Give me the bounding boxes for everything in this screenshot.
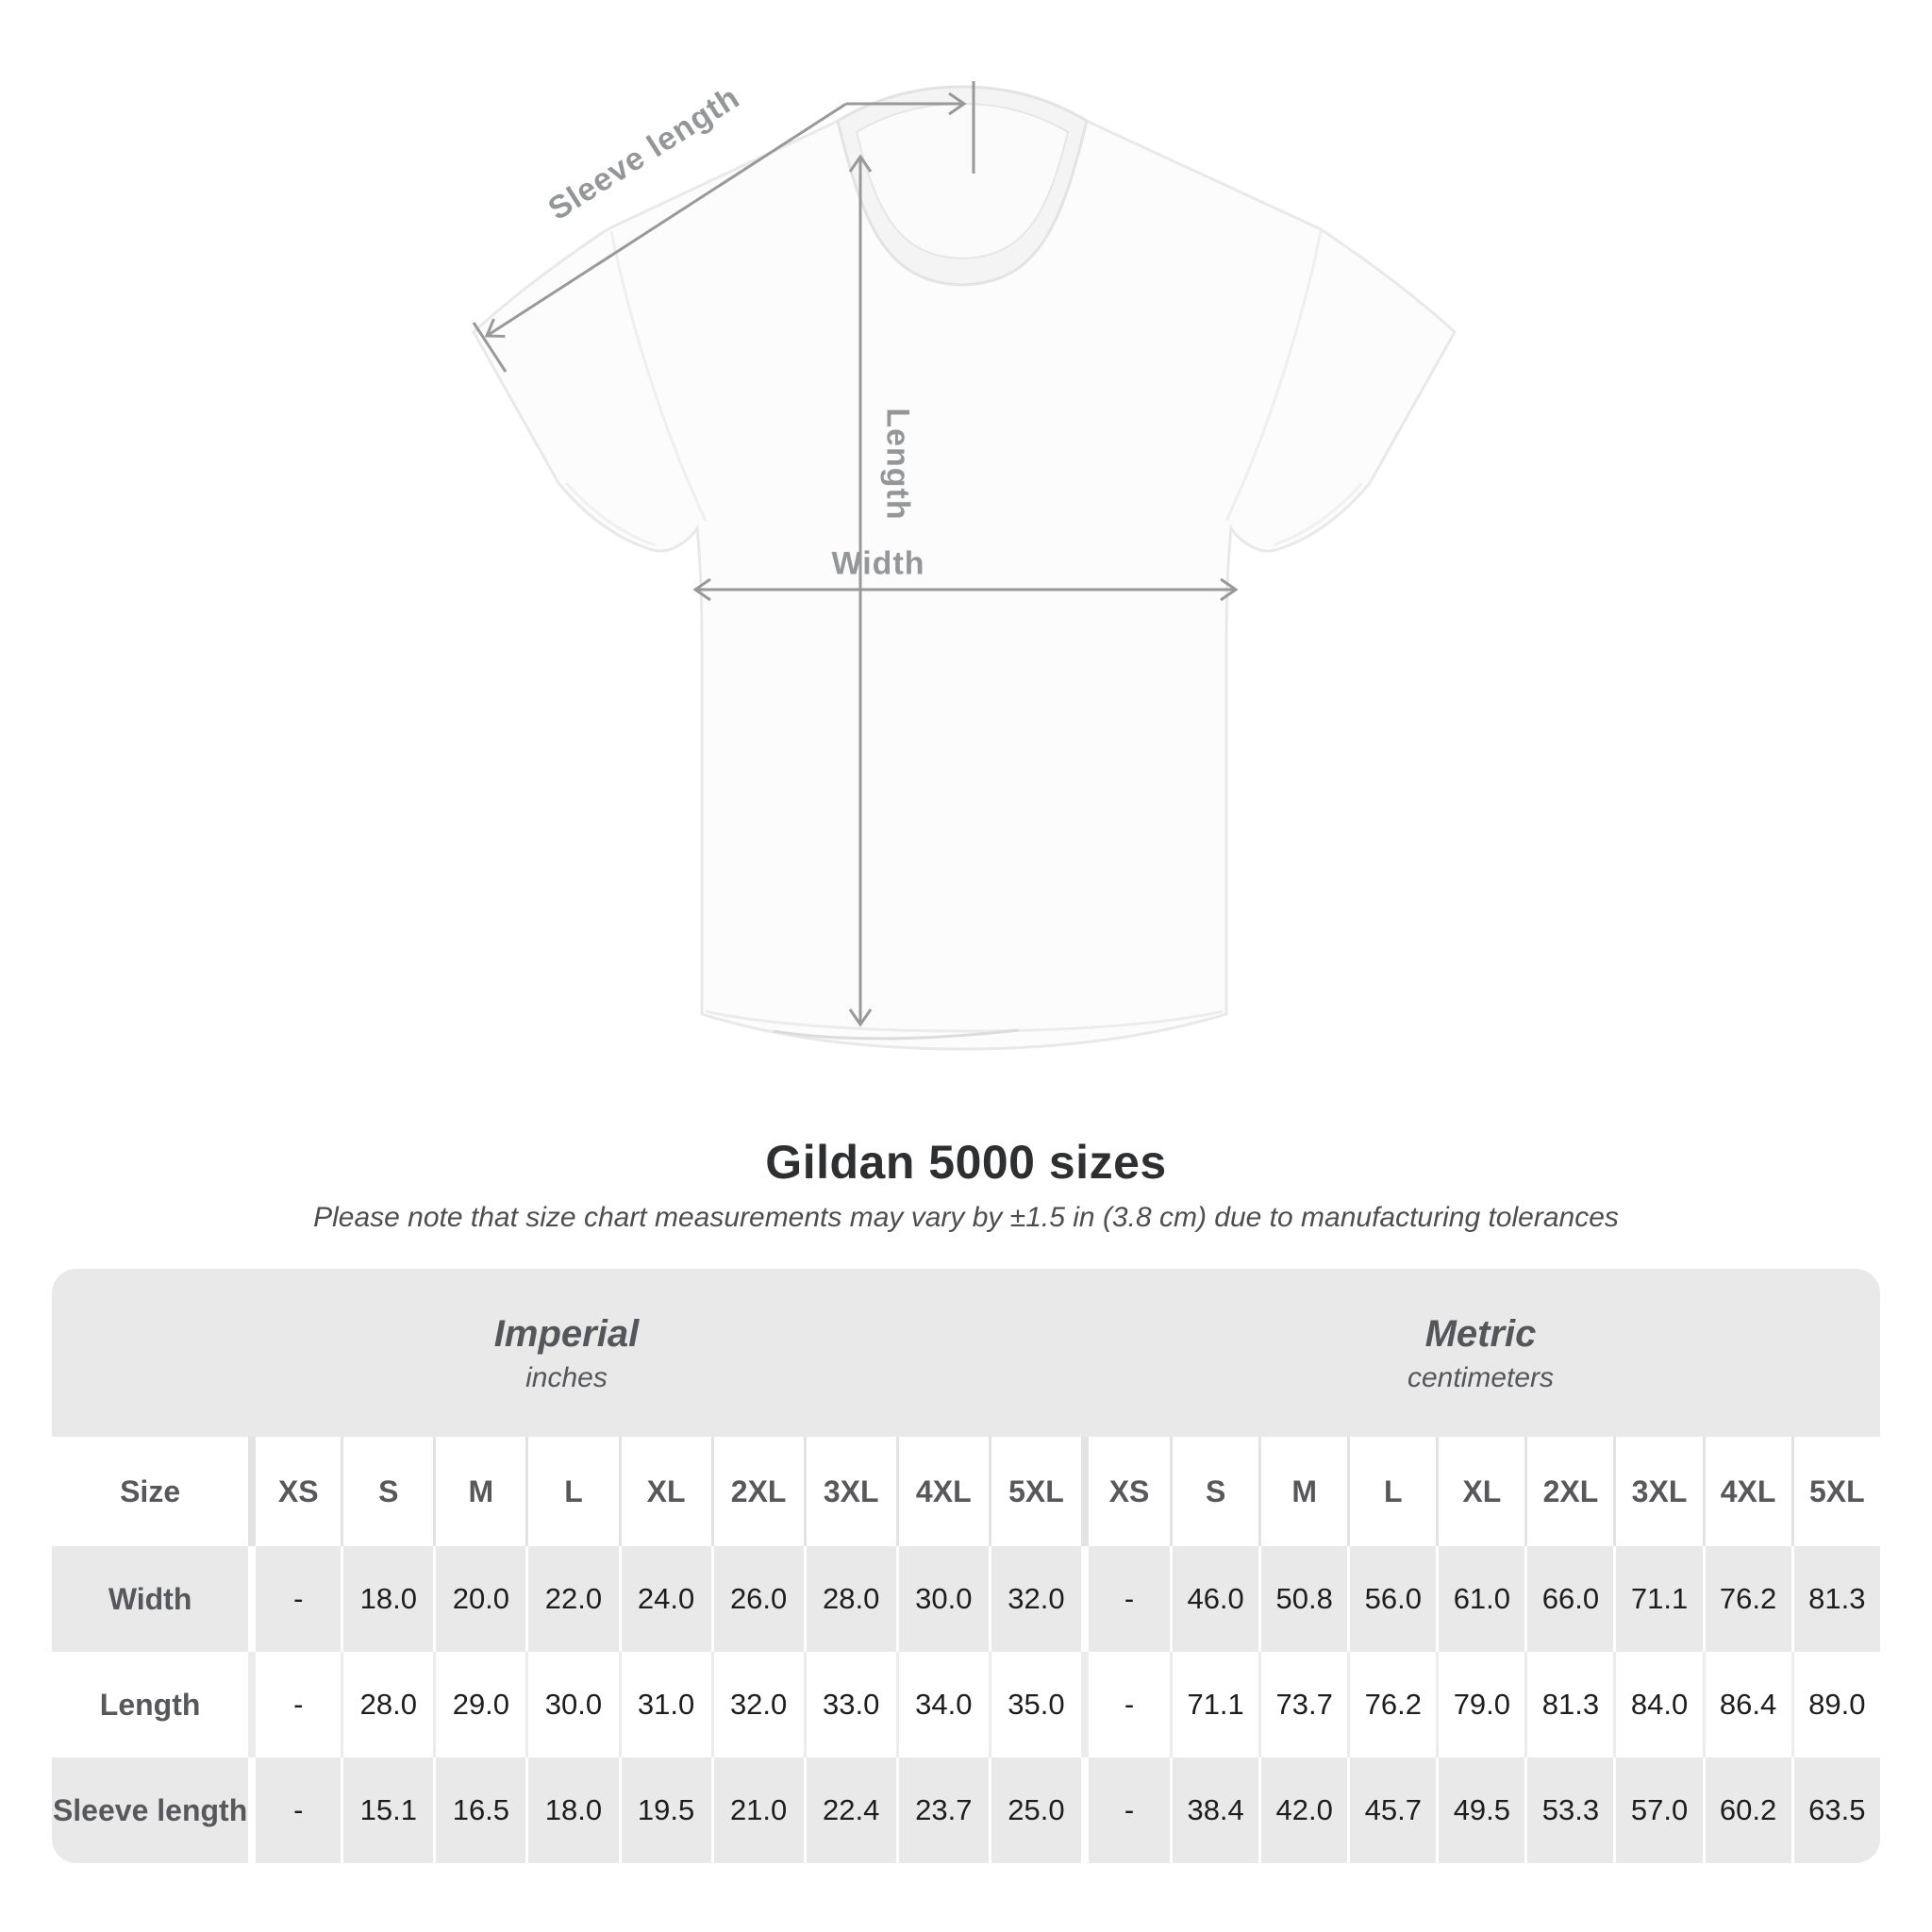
size-header: M xyxy=(1258,1437,1348,1546)
cell: 86.4 xyxy=(1702,1652,1791,1757)
imperial-sublabel: inches xyxy=(525,1362,608,1393)
cell: 49.5 xyxy=(1436,1757,1525,1863)
size-header: L xyxy=(1347,1437,1437,1546)
cell: 61.0 xyxy=(1436,1546,1525,1652)
cell: 81.3 xyxy=(1790,1546,1880,1652)
sleeve-end-tick xyxy=(472,322,508,373)
size-header: XS xyxy=(248,1437,341,1546)
cell: 30.0 xyxy=(525,1652,619,1757)
cell: 29.0 xyxy=(433,1652,526,1757)
cell: 84.0 xyxy=(1613,1652,1703,1757)
dimension-lines xyxy=(472,81,1239,1027)
cell: 32.0 xyxy=(710,1652,804,1757)
cell: 15.1 xyxy=(341,1757,434,1863)
size-column-header: Size xyxy=(52,1437,249,1546)
table-row-length: Length - 28.0 29.0 30.0 31.0 32.0 33.0 3… xyxy=(52,1652,1880,1757)
row-label: Length xyxy=(52,1652,249,1757)
cell: 31.0 xyxy=(618,1652,711,1757)
cell: 46.0 xyxy=(1170,1546,1259,1652)
cell: 79.0 xyxy=(1436,1652,1525,1757)
cell: 28.0 xyxy=(803,1546,896,1652)
cell: 53.3 xyxy=(1524,1757,1614,1863)
length-label: Length xyxy=(879,408,916,521)
cell: 76.2 xyxy=(1347,1652,1437,1757)
row-label: Sleeve length xyxy=(52,1757,249,1863)
cell: 60.2 xyxy=(1702,1757,1791,1863)
size-header: M xyxy=(433,1437,526,1546)
cell: - xyxy=(1081,1652,1171,1757)
cell: 18.0 xyxy=(341,1546,434,1652)
cell: 32.0 xyxy=(988,1546,1082,1652)
cell: - xyxy=(248,1546,341,1652)
cell: 89.0 xyxy=(1790,1652,1880,1757)
cell: 30.0 xyxy=(895,1546,989,1652)
size-header: 3XL xyxy=(803,1437,896,1546)
sleeve-length-arrow-diagonal xyxy=(484,102,847,339)
cell: - xyxy=(1081,1757,1171,1863)
size-header: XL xyxy=(618,1437,711,1546)
imperial-label: Imperial xyxy=(493,1313,640,1355)
cell: 66.0 xyxy=(1524,1546,1614,1652)
cell: 19.5 xyxy=(618,1757,711,1863)
cell: 35.0 xyxy=(988,1652,1082,1757)
size-header: S xyxy=(1170,1437,1259,1546)
width-label: Width xyxy=(831,545,925,582)
unit-band-row: Imperial inches Metric centimeters xyxy=(52,1269,1880,1437)
cell: 21.0 xyxy=(710,1757,804,1863)
cell: 18.0 xyxy=(525,1757,619,1863)
size-header: 5XL xyxy=(988,1437,1082,1546)
cell: 50.8 xyxy=(1258,1546,1348,1652)
cell: 34.0 xyxy=(895,1652,989,1757)
table-row-sleeve-length: Sleeve length - 15.1 16.5 18.0 19.5 21.0… xyxy=(52,1757,1880,1863)
row-label: Width xyxy=(52,1546,249,1652)
cell: 57.0 xyxy=(1613,1757,1703,1863)
cell: 33.0 xyxy=(803,1652,896,1757)
cell: 25.0 xyxy=(988,1757,1082,1863)
cell: - xyxy=(248,1652,341,1757)
size-header: 4XL xyxy=(895,1437,989,1546)
cell: 26.0 xyxy=(710,1546,804,1652)
cell: 42.0 xyxy=(1258,1757,1348,1863)
metric-band: Metric centimeters xyxy=(1081,1269,1880,1437)
size-header: XL xyxy=(1436,1437,1525,1546)
cell: - xyxy=(248,1757,341,1863)
size-header: S xyxy=(341,1437,434,1546)
cell: 71.1 xyxy=(1613,1546,1703,1652)
cell: - xyxy=(1081,1546,1171,1652)
tshirt-shape xyxy=(472,85,1457,1051)
metric-label: Metric xyxy=(1424,1313,1537,1355)
cell: 73.7 xyxy=(1258,1652,1348,1757)
size-header: 3XL xyxy=(1613,1437,1703,1546)
size-header: XS xyxy=(1081,1437,1171,1546)
cell: 23.7 xyxy=(895,1757,989,1863)
size-header: 2XL xyxy=(1524,1437,1614,1546)
metric-sublabel: centimeters xyxy=(1407,1362,1555,1393)
cell: 24.0 xyxy=(618,1546,711,1652)
tshirt-illustration xyxy=(472,81,1457,1051)
cell: 22.0 xyxy=(525,1546,619,1652)
table-row-width: Width - 18.0 20.0 22.0 24.0 26.0 28.0 30… xyxy=(52,1546,1880,1652)
cell: 81.3 xyxy=(1524,1652,1614,1757)
cell: 28.0 xyxy=(341,1652,434,1757)
size-header: 4XL xyxy=(1702,1437,1791,1546)
size-header-row: Size XS S M L XL 2XL 3XL 4XL 5XL XS S M … xyxy=(52,1437,1880,1546)
cell: 20.0 xyxy=(433,1546,526,1652)
size-header: 5XL xyxy=(1790,1437,1880,1546)
cell: 22.4 xyxy=(803,1757,896,1863)
page-title: Gildan 5000 sizes xyxy=(765,1136,1167,1189)
cell: 71.1 xyxy=(1170,1652,1259,1757)
tshirt-measurement-diagram: Sleeve length Length Width xyxy=(472,79,1457,1051)
size-header: 2XL xyxy=(710,1437,804,1546)
cell: 45.7 xyxy=(1347,1757,1437,1863)
size-header: L xyxy=(525,1437,619,1546)
cell: 56.0 xyxy=(1347,1546,1437,1652)
cell: 16.5 xyxy=(433,1757,526,1863)
cell: 38.4 xyxy=(1170,1757,1259,1863)
imperial-band: Imperial inches xyxy=(52,1269,1082,1437)
cell: 63.5 xyxy=(1790,1757,1880,1863)
page-subtitle: Please note that size chart measurements… xyxy=(313,1202,1619,1233)
size-table: Imperial inches Metric centimeters Size … xyxy=(52,1269,1880,1863)
cell: 76.2 xyxy=(1702,1546,1791,1652)
